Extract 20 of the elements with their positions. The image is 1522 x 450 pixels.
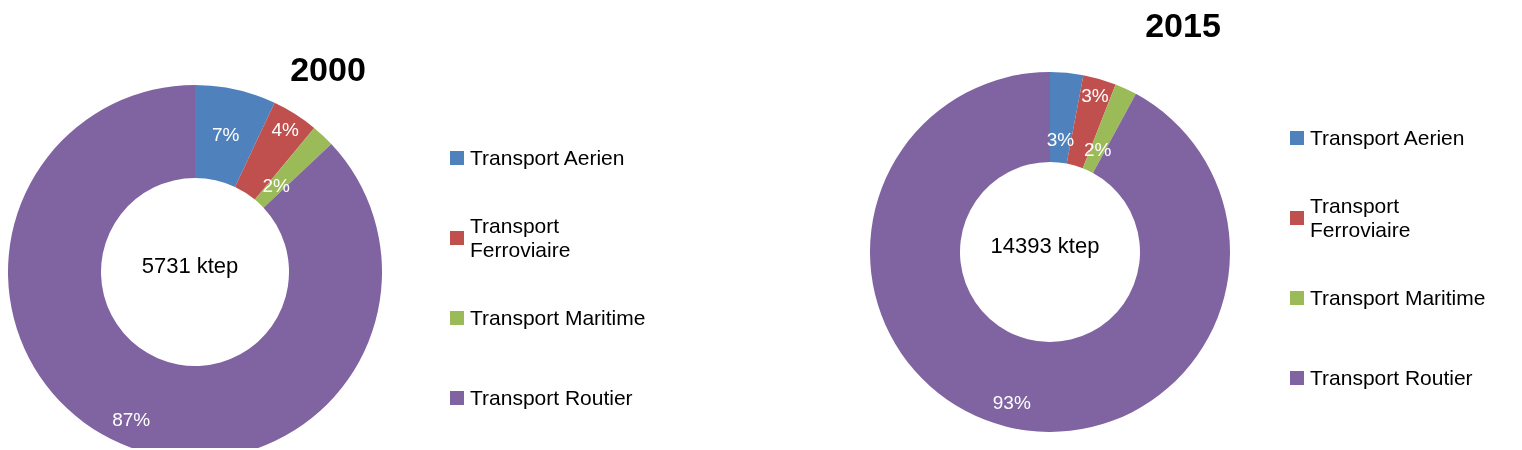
- legend-label: Transport Ferroviaire: [1310, 194, 1412, 242]
- data-label: 87%: [112, 408, 151, 430]
- legend-label: Transport Ferroviaire: [470, 214, 572, 262]
- text: 14393 ktep: [989, 233, 1101, 259]
- data-label: 2%: [262, 175, 290, 197]
- chart-title: 2000: [289, 50, 367, 89]
- legend-label: Transport Routier: [470, 386, 633, 410]
- text: 5731 ktep: [140, 253, 240, 279]
- data-label: 93%: [992, 391, 1031, 413]
- chart-title: 2015: [1144, 6, 1222, 45]
- legend-label: Transport Maritime: [1310, 286, 1486, 310]
- data-label: 3%: [1081, 84, 1109, 106]
- donut-slice: [870, 72, 1230, 432]
- legend-label: Transport Maritime: [470, 306, 646, 330]
- legend-label: Transport Aerien: [1310, 126, 1465, 150]
- data-label: 7%: [211, 124, 240, 146]
- legend-label: Transport Aerien: [470, 146, 625, 170]
- donut-slice: [1082, 84, 1136, 173]
- data-label: 4%: [271, 119, 300, 141]
- legend-label: Transport Routier: [1310, 366, 1473, 390]
